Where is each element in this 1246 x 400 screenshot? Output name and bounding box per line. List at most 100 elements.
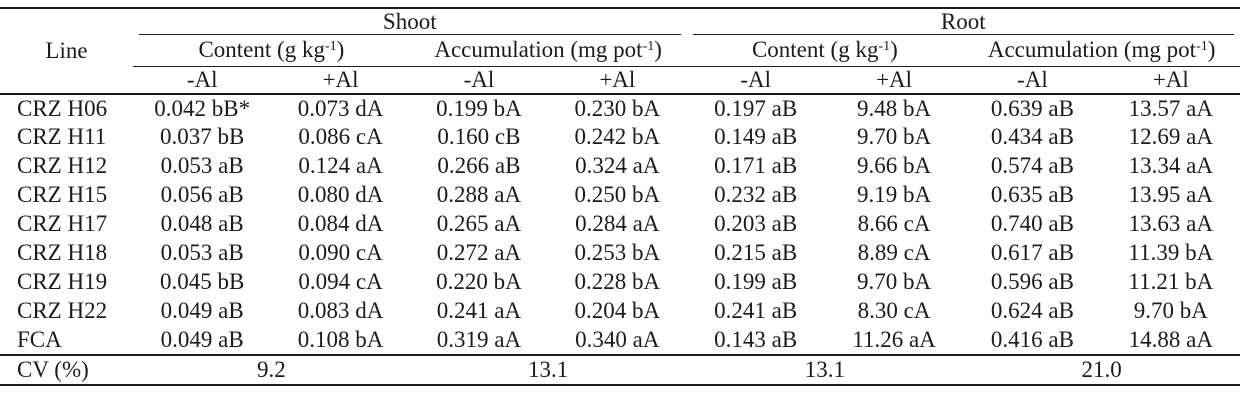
row-line-label: CRZ H19 — [17, 269, 108, 294]
unit-text: ) — [890, 37, 898, 63]
row-crz-h11: CRZ H11 0.037 bB 0.086 cA 0.160 cB 0.242… — [0, 123, 1240, 152]
cell: 0.416 aB — [990, 326, 1074, 352]
cell: 0.617 aB — [990, 240, 1074, 265]
cell: 0.272 aA — [436, 240, 522, 265]
column-group-root: Root — [687, 8, 1241, 35]
row-crz-h06: CRZ H06 0.042 bB* 0.073 dA 0.199 bA 0.23… — [0, 94, 1240, 123]
cell: 0.624 aB — [990, 298, 1074, 323]
cv-label: CV (%) — [0, 353, 133, 385]
cell: 9.70 bA — [857, 269, 932, 294]
row-line-label: CRZ H18 — [17, 240, 108, 265]
column-header-shoot-accumulation: Accumulation (mg pot-1) — [409, 35, 687, 67]
cell: 0.230 bA — [574, 95, 661, 121]
cv-value-root-content: 13.1 — [686, 353, 964, 385]
unit-text: Accumulation (mg pot — [987, 37, 1197, 63]
cell: 0.253 bA — [574, 240, 661, 265]
cell: 0.045 bB — [160, 269, 245, 294]
cell: 0.241 aB — [714, 298, 798, 323]
cell: 8.89 cA — [857, 240, 931, 265]
cell: 9.70 bA — [1133, 298, 1208, 323]
cell: 0.215 aB — [714, 240, 798, 265]
row-line-label: CRZ H17 — [17, 211, 108, 236]
cell: 0.083 dA — [297, 298, 384, 323]
row-line-label: FCA — [17, 326, 62, 352]
cell: 0.228 bA — [574, 269, 661, 294]
cell: 0.042 bB* — [154, 95, 251, 121]
row-line-label: CRZ H15 — [17, 182, 108, 207]
cell: 13.34 aA — [1128, 153, 1213, 178]
cell: 0.340 aA — [575, 326, 660, 352]
cell: 0.049 aB — [160, 326, 244, 352]
cell: 9.48 bA — [857, 95, 932, 121]
cell: 0.160 cB — [437, 124, 521, 149]
unit-text: ) — [654, 37, 662, 63]
column-header-root-content: Content (g kg-1) — [686, 35, 964, 67]
cell: 13.57 aA — [1128, 95, 1213, 121]
cell: 13.95 aA — [1128, 182, 1213, 207]
unit-text: Content (g kg — [751, 37, 879, 63]
cell: 13.63 aA — [1128, 211, 1213, 236]
cell: 0.740 aB — [990, 211, 1074, 236]
cell: 0.434 aB — [990, 124, 1074, 149]
cell: 0.037 bB — [160, 124, 245, 149]
column-header-root-accumulation-minus-al: -Al — [963, 66, 1102, 95]
cell: 0.086 cA — [298, 124, 383, 149]
page: Line Shoot Root Content (g kg-1) Accumul… — [0, 7, 1240, 386]
cell: 0.265 aA — [436, 211, 522, 236]
row-line-label: CRZ H12 — [17, 153, 108, 178]
cell: 0.574 aB — [990, 153, 1074, 178]
column-header-root-content-minus-al: -Al — [686, 66, 825, 95]
column-header-root-content-plus-al: +Al — [824, 66, 964, 95]
cell: 0.199 aB — [714, 269, 798, 294]
column-header-shoot-accumulation-plus-al: +Al — [548, 66, 687, 95]
column-header-shoot-accumulation-minus-al: -Al — [409, 66, 549, 95]
row-fca: FCA 0.049 aB 0.108 bA 0.319 aA 0.340 aA … — [0, 326, 1240, 355]
unit-superscript: -1 — [1196, 39, 1208, 55]
unit-text: ) — [336, 37, 345, 63]
cell: 0.094 cA — [298, 269, 383, 294]
row-crz-h19: CRZ H19 0.045 bB 0.094 cA 0.220 bA 0.228… — [0, 268, 1240, 297]
cell: 0.053 aB — [160, 153, 244, 178]
column-header-shoot-content-plus-al: +Al — [271, 66, 410, 95]
row-crz-h15: CRZ H15 0.056 aB 0.080 dA 0.288 aA 0.250… — [0, 181, 1240, 210]
cell: 0.284 aA — [575, 211, 660, 236]
row-line-label: CRZ H22 — [17, 298, 108, 323]
results-table: Line Shoot Root Content (g kg-1) Accumul… — [0, 7, 1240, 386]
cell: 0.048 aB — [160, 211, 244, 236]
al-header-row: -Al +Al -Al +Al -Al +Al -Al +Al — [0, 66, 1240, 95]
cell: 14.88 aA — [1128, 326, 1213, 352]
cv-value-root-accumulation: 21.0 — [963, 353, 1240, 385]
cell: 0.084 dA — [297, 211, 384, 236]
row-crz-h17: CRZ H17 0.048 aB 0.084 dA 0.265 aA 0.284… — [0, 210, 1240, 239]
unit-superscript: -1 — [642, 39, 655, 55]
cell: 8.66 cA — [857, 211, 931, 236]
cell: 11.21 bA — [1128, 269, 1214, 294]
cell: 0.232 aB — [714, 182, 798, 207]
group-header-row: Line Shoot Root — [0, 8, 1241, 95]
cell: 0.241 aA — [436, 298, 522, 323]
unit-superscript: -1 — [878, 39, 891, 55]
cell: 0.242 bA — [574, 124, 661, 149]
cell: 0.090 cA — [298, 240, 383, 265]
cell: 0.266 aB — [437, 153, 521, 178]
cv-value-shoot-accumulation: 13.1 — [409, 353, 687, 385]
cell: 0.596 aB — [990, 269, 1074, 294]
cell: 9.19 bA — [857, 182, 932, 207]
cv-value-shoot-content: 9.2 — [133, 353, 410, 385]
cell: 0.053 aB — [160, 240, 244, 265]
row-crz-h12: CRZ H12 0.053 aB 0.124 aA 0.266 aB 0.324… — [0, 152, 1240, 181]
cell: 0.199 bA — [436, 95, 522, 121]
cell: 0.108 bA — [297, 326, 384, 352]
cell: 0.319 aA — [436, 326, 522, 352]
cell: 9.70 bA — [857, 124, 932, 149]
unit-text: Accumulation (mg pot — [434, 37, 643, 63]
cell: 0.171 aB — [714, 153, 798, 178]
cell: 9.66 bA — [857, 153, 932, 178]
cell: 0.073 dA — [297, 95, 384, 121]
cell: 0.049 aB — [160, 298, 244, 323]
column-group-shoot: Shoot — [133, 8, 687, 35]
unit-header-row: Content (g kg-1) Accumulation (mg pot-1)… — [0, 35, 1240, 67]
cell: 0.056 aB — [160, 182, 244, 207]
unit-superscript: -1 — [324, 39, 337, 55]
row-line-label: CRZ H06 — [17, 95, 108, 121]
